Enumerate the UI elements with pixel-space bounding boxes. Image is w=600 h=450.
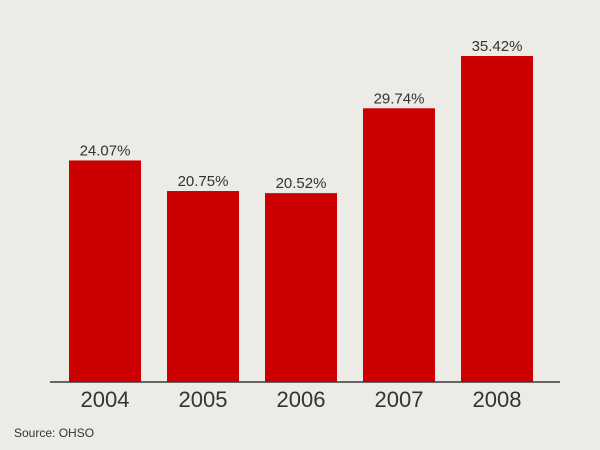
data-label-2004: 24.07%: [80, 142, 131, 159]
data-labels-layer: 24.07% 20.75% 20.52% 29.74% 35.42%: [80, 38, 523, 192]
x-tick-label-2006: 2006: [277, 387, 326, 412]
data-label-2008: 35.42%: [472, 38, 523, 55]
x-tick-label-2007: 2007: [375, 387, 424, 412]
data-label-2007: 29.74%: [374, 90, 425, 107]
data-label-2006: 20.52%: [276, 175, 327, 192]
bar-2004: [69, 160, 141, 382]
source-note: Source: OHSO: [14, 426, 95, 440]
data-label-2005: 20.75%: [178, 173, 229, 190]
x-tick-label-2004: 2004: [81, 387, 130, 412]
bars-layer: [69, 56, 533, 383]
bar-2005: [167, 191, 239, 382]
x-tick-label-2008: 2008: [473, 387, 522, 412]
x-tick-labels-layer: 2004 2005 2006 2007 2008: [81, 387, 522, 412]
bar-2006: [265, 193, 337, 382]
bar-2007: [363, 108, 435, 383]
x-tick-label-2005: 2005: [179, 387, 228, 412]
bar-2008: [461, 56, 533, 382]
